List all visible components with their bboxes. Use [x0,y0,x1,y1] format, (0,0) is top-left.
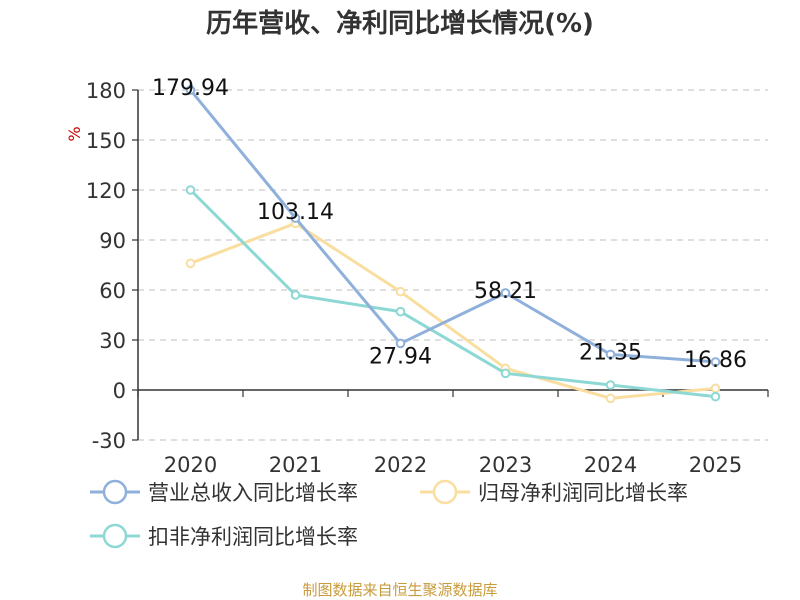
x-tick-label: 2020 [164,453,217,477]
x-tick-label: 2025 [689,453,742,477]
data-point [185,85,196,95]
data-point [185,185,196,195]
y-tick-label: 60 [99,279,126,303]
data-point [395,306,406,317]
y-axis-unit-label: % [65,126,84,141]
legend-label: 扣非净利润同比增长率 [148,525,358,549]
y-tick-label: 0 [113,379,126,403]
data-point [290,290,301,300]
legend-label: 归母净利润同比增长率 [478,481,688,505]
series-1 [185,85,721,367]
data-label: 21.35 [579,340,642,365]
data-point [605,393,616,404]
data-point [710,357,721,367]
x-axis-ticks: 2020 2021 2022 2023 2024 2025 [137,390,769,477]
data-point [605,380,616,390]
data-point [605,349,616,360]
y-tick-label: 30 [99,329,126,353]
data-point [395,286,406,297]
series-line [189,221,716,400]
y-axis-ticks: 180 150 120 90 60 30 0 -30 [86,79,138,453]
x-tick-label: 2023 [479,453,532,477]
legend-marker [102,479,128,505]
legend-item: 营业总收入同比增长率 [90,479,358,505]
series-3 [185,185,721,402]
data-point [710,383,721,394]
grid-lines [138,89,768,441]
data-label: 179.94 [152,76,229,101]
series-line [189,188,716,399]
x-tick-label: 2022 [374,453,427,477]
x-tick-label: 2024 [584,453,637,477]
data-point [710,391,721,402]
chart-title: 历年营收、净利同比增长情况(%) [206,8,594,39]
data-label: 103.14 [257,200,334,225]
legend-marker [432,479,458,505]
series-line [189,89,716,364]
data-point [395,338,406,349]
data-point [290,213,301,223]
legend-item: 扣非净利润同比增长率 [90,523,358,549]
series-2 [185,218,721,404]
legend-marker [102,523,128,549]
data-label: 27.94 [369,344,432,369]
source-note: 制图数据来自恒生聚源数据库 [302,581,497,599]
data-point [500,288,511,298]
legend-label: 营业总收入同比增长率 [148,481,358,505]
data-point [500,368,511,379]
y-tick-label: 120 [86,179,126,203]
series-layer [185,85,721,404]
data-label: 16.86 [684,348,747,373]
y-tick-label: 90 [99,229,126,253]
data-point [185,258,196,269]
y-tick-label: 180 [86,79,126,103]
data-label: 58.21 [474,279,537,304]
y-tick-label: -30 [92,429,126,453]
y-tick-label: 150 [86,129,126,153]
data-labels: 179.94 103.14 27.94 58.21 21.35 16.86 [152,76,747,373]
legend-item: 归母净利润同比增长率 [420,479,688,505]
x-tick-label: 2021 [269,453,322,477]
